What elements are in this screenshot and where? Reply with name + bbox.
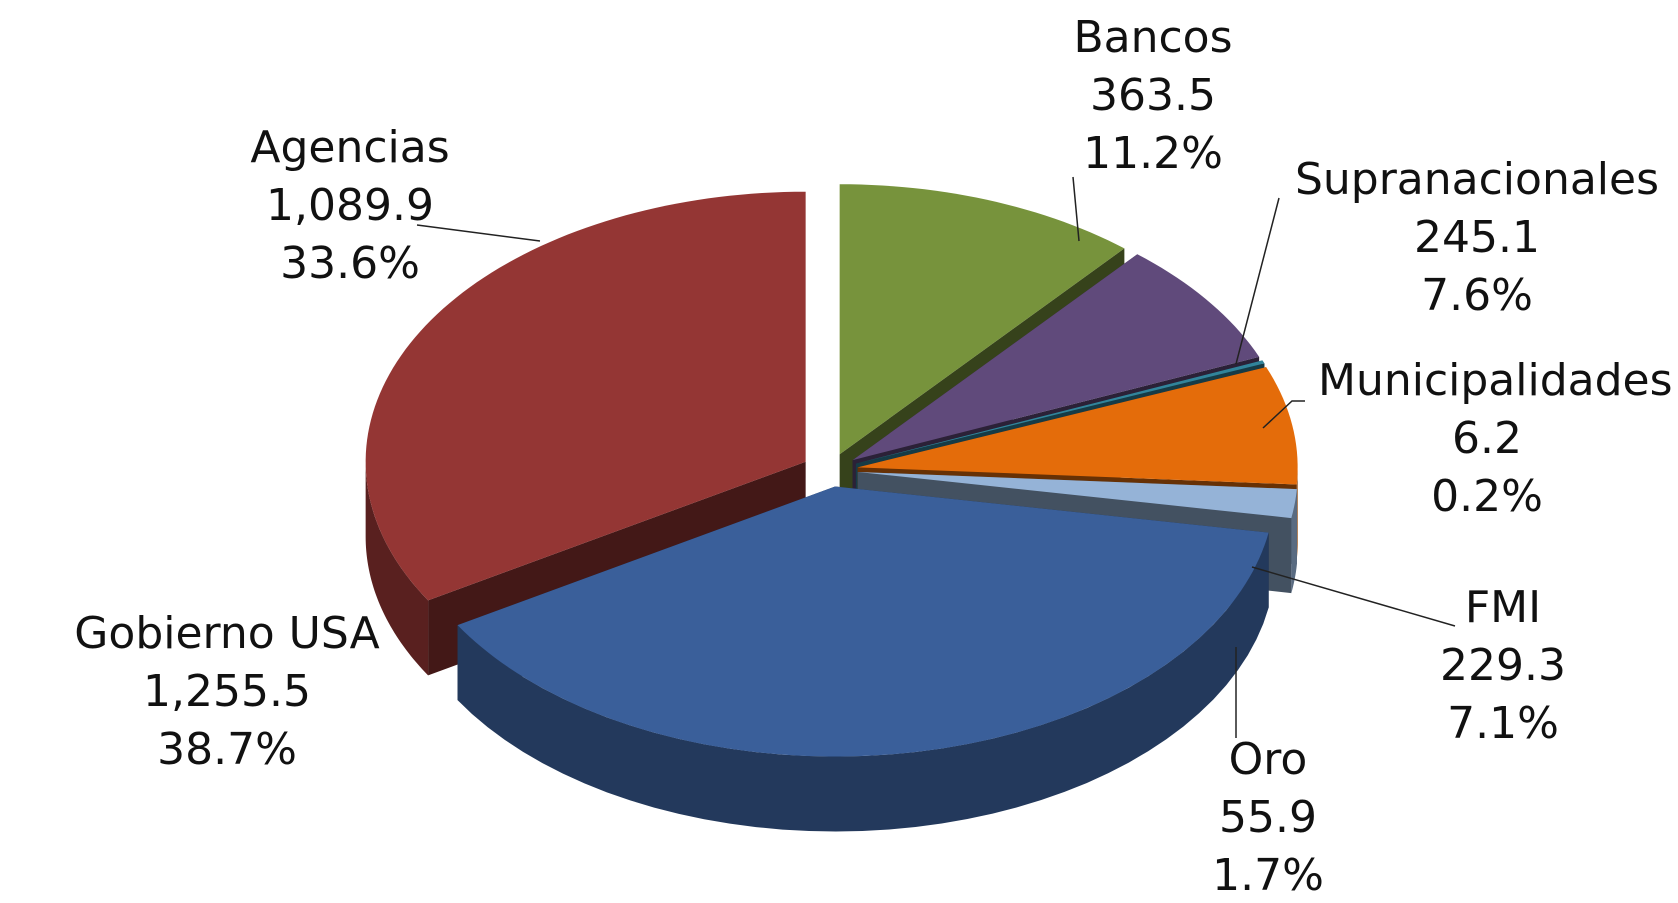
label-value: 55.9 bbox=[1219, 792, 1317, 843]
leader-line bbox=[1262, 400, 1305, 429]
data-label: FMI 229.3 7.1% bbox=[1440, 582, 1566, 749]
label-name: Bancos bbox=[1073, 12, 1232, 63]
slice-wall bbox=[1291, 489, 1297, 594]
data-label: Oro 55.9 1.7% bbox=[1212, 734, 1324, 901]
label-percent: 0.2% bbox=[1431, 471, 1543, 522]
leader-line bbox=[1235, 197, 1280, 365]
slice-top bbox=[857, 367, 1298, 485]
leader-line bbox=[416, 224, 541, 242]
pie bbox=[365, 184, 1298, 832]
label-value: 363.5 bbox=[1090, 70, 1216, 121]
label-name: Oro bbox=[1229, 734, 1308, 785]
label-value: 245.1 bbox=[1414, 212, 1540, 263]
slice-wall bbox=[365, 461, 429, 676]
slice-top bbox=[457, 486, 1269, 757]
data-label: Gobierno USA 1,255.5 38.7% bbox=[74, 608, 379, 775]
label-value: 6.2 bbox=[1452, 413, 1522, 464]
label-name: Agencias bbox=[250, 122, 449, 173]
slice-wall bbox=[457, 532, 1269, 832]
label-percent: 38.7% bbox=[157, 724, 297, 775]
label-percent: 33.6% bbox=[280, 238, 420, 289]
leader-line bbox=[1251, 566, 1456, 627]
label-name: Gobierno USA bbox=[74, 608, 379, 659]
data-label: Municipalidades 6.2 0.2% bbox=[1318, 355, 1673, 522]
label-percent: 11.2% bbox=[1083, 128, 1223, 179]
leader-line bbox=[1072, 176, 1080, 242]
label-value: 1,089.9 bbox=[266, 180, 434, 231]
slice-top bbox=[852, 254, 1260, 461]
data-label: Agencias 1,089.9 33.6% bbox=[250, 122, 449, 289]
label-percent: 7.1% bbox=[1447, 698, 1559, 749]
label-name: Supranacionales bbox=[1295, 154, 1659, 205]
label-name: Municipalidades bbox=[1318, 355, 1673, 406]
label-percent: 7.6% bbox=[1421, 270, 1533, 321]
data-label: Bancos 363.5 11.2% bbox=[1073, 12, 1232, 179]
slice-top bbox=[857, 471, 1297, 519]
slice-top bbox=[365, 191, 806, 601]
leader-lines bbox=[416, 176, 1456, 738]
slice-top bbox=[839, 184, 1125, 455]
label-percent: 1.7% bbox=[1212, 850, 1324, 901]
slice bbox=[457, 486, 1269, 832]
slice-top bbox=[855, 360, 1265, 464]
slice-wall bbox=[1296, 467, 1298, 560]
data-label: Supranacionales 245.1 7.6% bbox=[1295, 154, 1659, 321]
label-name: FMI bbox=[1465, 582, 1541, 633]
label-value: 1,255.5 bbox=[143, 666, 311, 717]
label-value: 229.3 bbox=[1440, 640, 1566, 691]
